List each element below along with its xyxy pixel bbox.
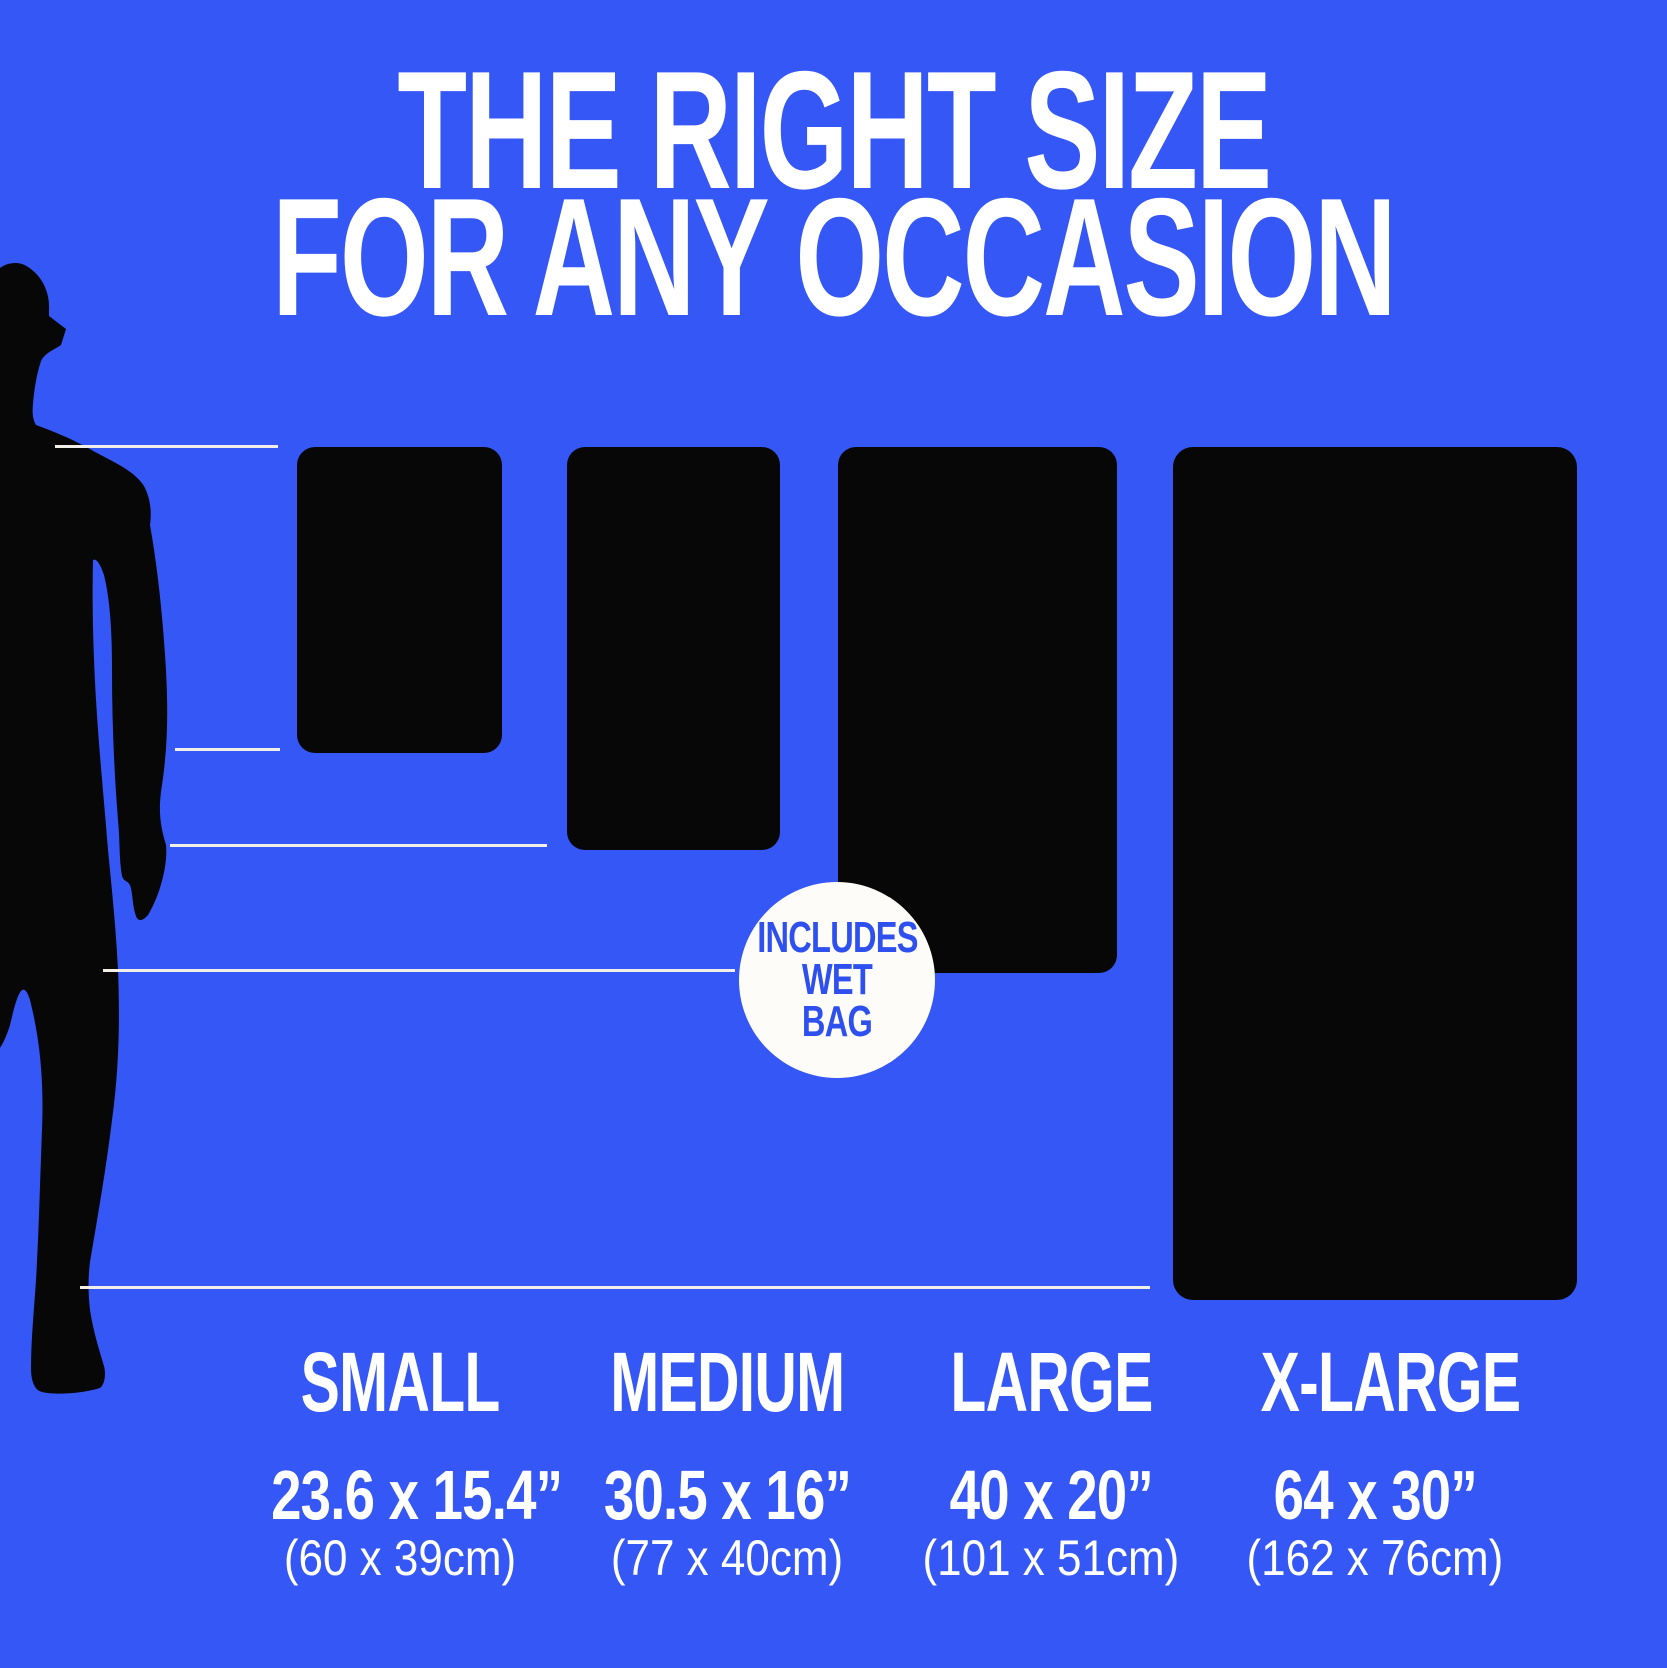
- towel-small: [297, 447, 502, 753]
- size-inches: 40 x 20”: [949, 1456, 1153, 1534]
- size-cm: (77 x 40cm): [610, 1530, 844, 1586]
- towel-xlarge: [1173, 447, 1577, 1300]
- title-line-1: THE RIGHT SIZE: [397, 36, 1272, 224]
- badge-line-2: WET BAG: [801, 955, 873, 1046]
- size-column-large: LARGE 40 x 20” (101 x 51cm): [881, 1340, 1221, 1583]
- size-name: SMALL: [300, 1335, 500, 1429]
- wet-bag-badge: INCLUDES WET BAG: [739, 882, 935, 1078]
- size-inches: 23.6 x 15.4”: [271, 1456, 563, 1534]
- scale-line-large: [103, 969, 735, 972]
- scale-line-medium: [170, 844, 547, 847]
- badge-line-1: INCLUDES: [756, 913, 918, 962]
- towel-medium: [567, 447, 780, 850]
- scale-line-xlarge: [80, 1286, 1150, 1289]
- size-column-xlarge: X-LARGE 64 x 30” (162 x 76cm): [1205, 1340, 1545, 1583]
- title-line-2: FOR ANY OCCASION: [272, 163, 1397, 351]
- size-name: X-LARGE: [1260, 1335, 1521, 1429]
- size-column-small: SMALL 23.6 x 15.4” (60 x 39cm): [230, 1340, 570, 1583]
- towel-large: [838, 447, 1117, 973]
- page-title: THE RIGHT SIZE FOR ANY OCCASION: [0, 36, 1667, 351]
- size-cm: (162 x 76cm): [1246, 1530, 1504, 1586]
- size-name: LARGE: [949, 1335, 1153, 1429]
- size-column-medium: MEDIUM 30.5 x 16” (77 x 40cm): [557, 1340, 897, 1583]
- scale-line-small: [175, 748, 280, 751]
- size-inches: 30.5 x 16”: [603, 1456, 851, 1534]
- size-name: MEDIUM: [609, 1335, 845, 1429]
- size-cm: (101 x 51cm): [922, 1530, 1180, 1586]
- size-inches: 64 x 30”: [1273, 1456, 1477, 1534]
- scale-line-top: [55, 445, 278, 448]
- size-cm: (60 x 39cm): [283, 1530, 517, 1586]
